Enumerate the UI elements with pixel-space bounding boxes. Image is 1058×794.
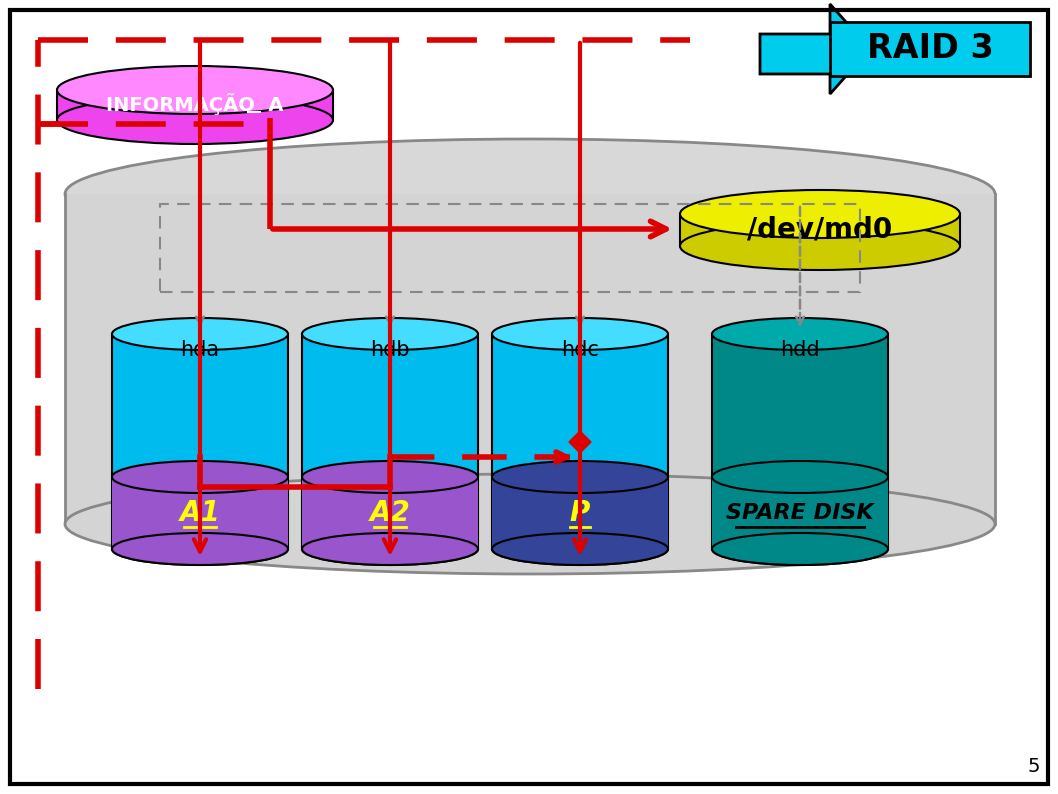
Bar [712,477,888,549]
Text: hdb: hdb [370,340,409,360]
Bar [680,214,960,246]
Ellipse shape [492,533,668,565]
Ellipse shape [680,222,960,270]
Ellipse shape [680,190,960,238]
Ellipse shape [492,318,668,350]
Ellipse shape [492,533,668,565]
Ellipse shape [57,66,333,114]
Text: RAID 3: RAID 3 [867,33,993,65]
Ellipse shape [712,533,888,565]
Ellipse shape [302,533,478,565]
Bar [829,22,1030,76]
Ellipse shape [112,461,288,493]
Bar [112,334,288,549]
Ellipse shape [112,318,288,350]
Bar [112,477,288,549]
Ellipse shape [712,318,888,350]
Text: /dev/md0: /dev/md0 [747,215,893,243]
Text: SPARE DISK: SPARE DISK [726,503,874,523]
Ellipse shape [57,96,333,144]
Ellipse shape [302,318,478,350]
Ellipse shape [112,533,288,565]
Text: hdc: hdc [561,340,599,360]
Bar [65,194,995,524]
Bar [492,334,668,549]
Bar [302,477,478,549]
Bar [57,90,333,120]
Text: hda: hda [181,340,220,360]
Ellipse shape [65,139,995,249]
Bar [712,334,888,549]
Ellipse shape [302,461,478,493]
Polygon shape [569,431,591,453]
Bar [492,477,668,549]
Polygon shape [760,4,870,94]
Ellipse shape [65,474,995,574]
Ellipse shape [712,461,888,493]
Text: A1: A1 [180,499,220,527]
Ellipse shape [302,533,478,565]
Ellipse shape [712,533,888,565]
Ellipse shape [492,461,668,493]
Text: P: P [570,499,590,527]
Text: 5: 5 [1027,757,1040,776]
Text: INFORMAÇÃO  A: INFORMAÇÃO A [106,93,284,115]
Bar [302,334,478,549]
Text: hdd: hdd [780,340,820,360]
Ellipse shape [112,533,288,565]
Text: A2: A2 [369,499,411,527]
Bar [160,204,860,292]
